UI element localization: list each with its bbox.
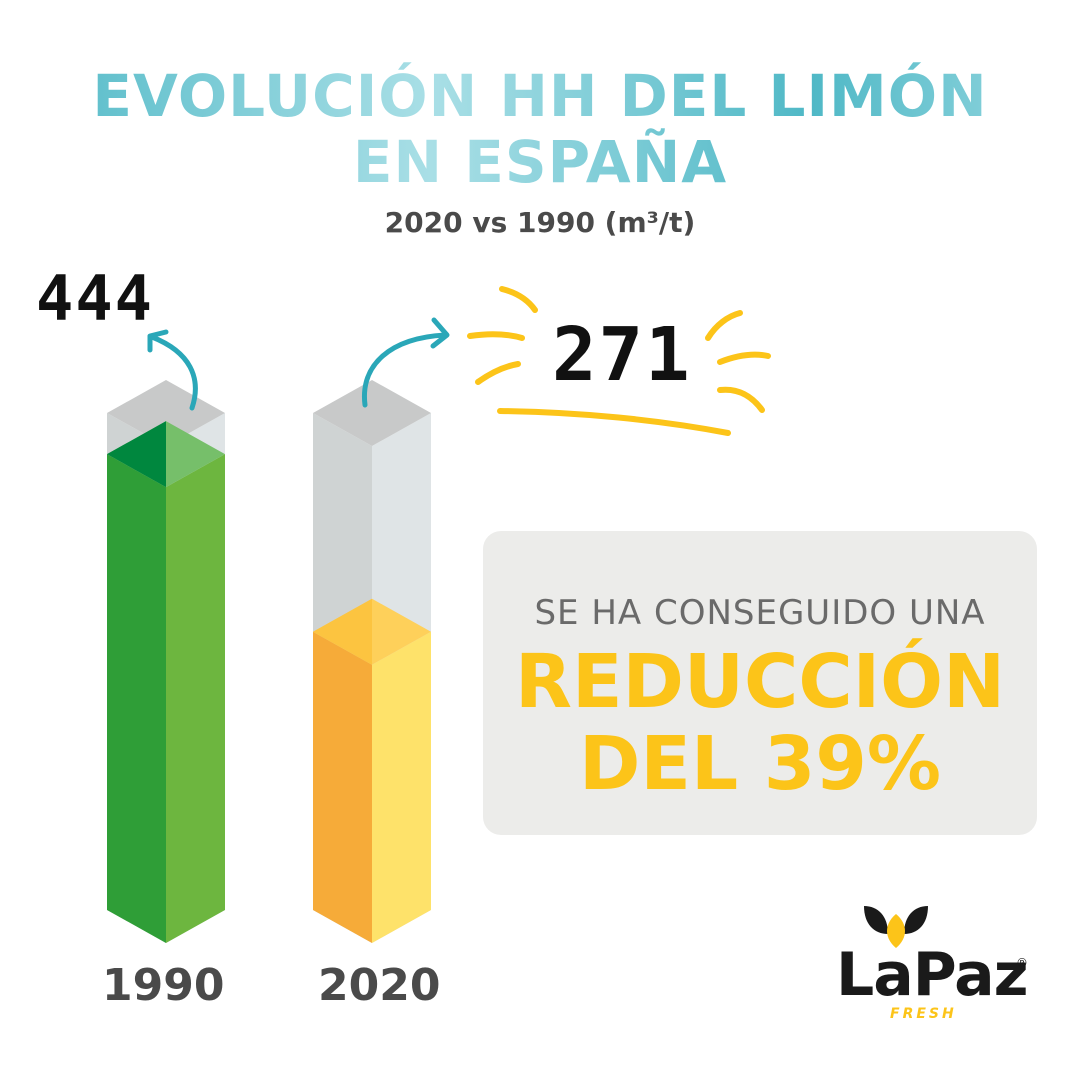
bar-2020-left-face [313,631,372,943]
category-label-2020: 2020 [318,960,441,1011]
highlight-burst-icon [467,286,771,436]
chart-subtitle: 2020 vs 1990 (m³/t) [384,206,696,239]
leaves-icon [864,906,928,948]
callout-headline: REDUCCIÓN [514,639,1006,725]
brand-logo: LaPaz ® FRESH [830,900,1030,1030]
value-label-1990: 444 [36,262,154,335]
bar-1990-top-shade [107,421,166,488]
category-label-1990: 1990 [102,960,225,1011]
chart-title-line1: EVOLUCIÓN HH DEL LIMÓN [0,62,1080,130]
callout-percentage: DEL 39% [578,721,941,807]
logo-subtitle: FRESH [890,1006,957,1022]
logo-registered: ® [1016,956,1028,970]
bar-1990-left-face [107,454,166,943]
column-2020-cap [313,380,431,446]
bar-2020-top-shade [313,598,372,665]
logo-wordmark: LaPaz [836,940,1028,1010]
column-1990 [107,380,225,943]
column-2020 [313,380,431,943]
reduction-callout: SE HA CONSEGUIDO UNA REDUCCIÓN DEL 39% [483,531,1037,835]
bar-2020-right-face [372,631,431,943]
chart-title-line2: EN ESPAÑA [0,128,1080,196]
arrow-2020-icon [361,317,450,408]
bar-1990-right-face [166,454,225,943]
callout-intro: SE HA CONSEGUIDO UNA [534,593,986,633]
arrow-1990-icon [147,329,198,411]
value-label-2020: 271 [552,312,692,398]
